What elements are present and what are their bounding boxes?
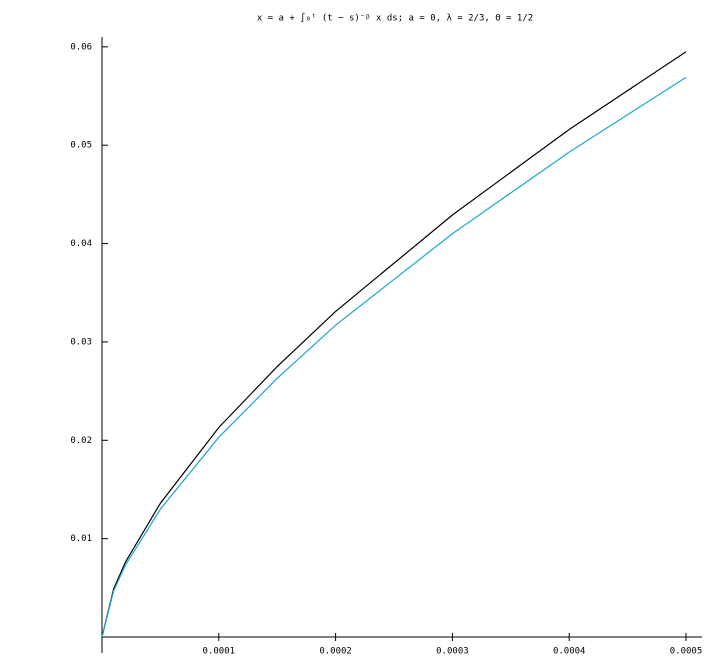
y-tick-label: 0.04 bbox=[70, 239, 92, 249]
x-tick-label: 0.0001 bbox=[203, 647, 236, 657]
y-tick-label: 0.05 bbox=[70, 141, 92, 151]
chart-title: x = a + ∫₀ᵗ (t − s)⁻ᵝ x ds; a = 0, λ = 2… bbox=[257, 13, 533, 24]
series-line bbox=[101, 76, 687, 638]
y-tick-label: 0.01 bbox=[70, 534, 92, 544]
x-tick-label: 0.0004 bbox=[553, 647, 586, 657]
x-tick-label: 0.0005 bbox=[670, 647, 703, 657]
x-tick-label: 0.0002 bbox=[319, 647, 352, 657]
y-tick-label: 0.02 bbox=[70, 436, 92, 446]
series-line bbox=[101, 51, 687, 638]
x-tick-label: 0.0003 bbox=[436, 647, 469, 657]
y-tick-label: 0.06 bbox=[70, 42, 92, 52]
y-tick-label: 0.03 bbox=[70, 337, 92, 347]
